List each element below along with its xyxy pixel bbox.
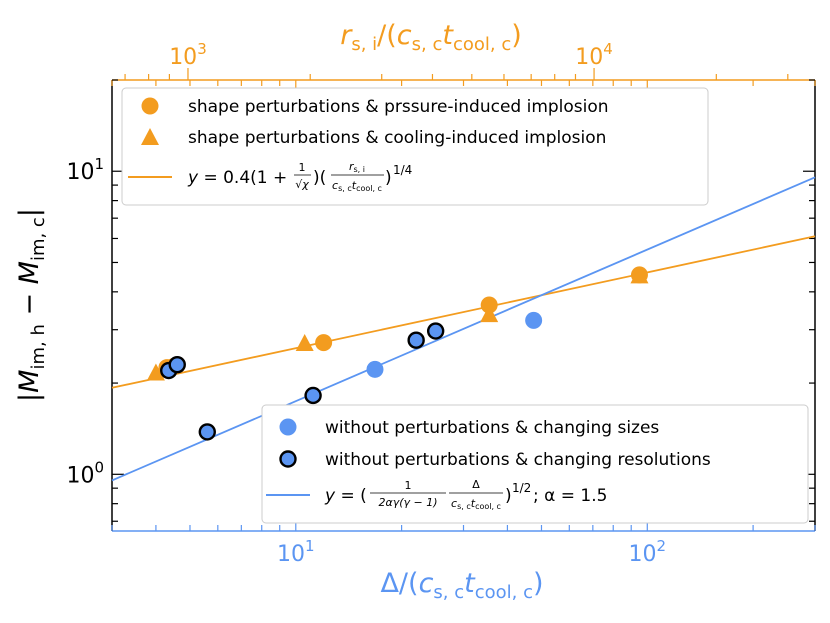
legend-blue-circle-marker: [279, 418, 297, 436]
bottom-tick-label: 101: [277, 537, 315, 567]
svg-text:2αγ(γ − 1): 2αγ(γ − 1): [378, 496, 437, 509]
bottom-tick-label: 102: [629, 537, 667, 567]
blue-circle-point: [525, 311, 543, 329]
blue-circle-point: [366, 360, 384, 378]
legend-item-changing-sizes: without perturbations & changing sizes: [325, 418, 659, 438]
svg-text:1: 1: [405, 479, 412, 492]
blue-black-edge-point: [168, 355, 186, 374]
svg-text:): ): [385, 168, 392, 188]
svg-text:rs, i: rs, i: [349, 160, 365, 174]
bottom-axis-label: Δ/(cs, ctcool, c): [380, 568, 543, 603]
orange-circle-point: [480, 296, 498, 314]
blue-black-edge-point: [304, 386, 322, 405]
left-tick-label: 101: [66, 155, 104, 185]
svg-text:cs, ctcool, c: cs, ctcool, c: [451, 497, 501, 511]
legend-top-left-box: [121, 87, 709, 206]
svg-text:): ): [505, 486, 512, 506]
blue-black-edge-point: [426, 322, 445, 340]
top-axis-label: rs, i/(cs, ctcool, c): [340, 20, 522, 55]
orange-triangle-point: [295, 334, 314, 352]
legend-bottom-right-box: [261, 404, 809, 524]
legend-item-orange-fit-equation: y = 0.4(1 + 1 √χ )( rs, i cs, ctcool, c …: [187, 160, 412, 193]
legend-item-cooling-implosion: shape perturbations & cooling-induced im…: [188, 128, 606, 148]
svg-text:1/4: 1/4: [393, 163, 412, 177]
svg-text:y = (: y = (: [324, 486, 367, 506]
orange-fit-line: [111, 235, 816, 389]
legend-blue-black-edge-marker: [279, 450, 297, 468]
svg-text:cs, ctcool, c: cs, ctcool, c: [332, 179, 382, 193]
svg-text:y = 0.4(1 +: y = 0.4(1 +: [187, 168, 287, 188]
legend-bottom-right: without perturbations & changing sizes w…: [261, 404, 809, 524]
svg-text:1/2: 1/2: [512, 481, 531, 495]
legend-item-blue-fit-equation: y = ( 1 2αγ(γ − 1) Δ cs, ctcool, c ) 1/2…: [324, 478, 607, 511]
legend-top-left: shape perturbations & prssure-induced im…: [121, 87, 709, 206]
orange-triangle-point: [630, 266, 649, 284]
svg-text:1: 1: [299, 161, 306, 174]
svg-text:; α = 1.5: ; α = 1.5: [533, 486, 607, 506]
blue-fit-line: [111, 176, 816, 482]
svg-text:)(: )(: [313, 168, 326, 188]
axis-ticks: 101 102 103 104 100 101: [66, 40, 816, 567]
orange-triangle-point: [146, 363, 165, 381]
svg-text:√χ: √χ: [295, 178, 309, 191]
legend-item-pressure-implosion: shape perturbations & prssure-induced im…: [188, 97, 609, 117]
blue-black-edge-point: [198, 423, 216, 441]
fit-lines: [111, 176, 816, 482]
legend-orange-triangle-marker: [141, 128, 159, 145]
y-axis-label: |Mim, h − Mim, c|: [14, 208, 49, 402]
left-tick-label: 100: [66, 458, 104, 488]
legend-orange-circle-marker: [141, 97, 159, 115]
top-tick-label: 103: [169, 40, 207, 70]
orange-triangle-point: [480, 305, 499, 323]
data-points: [146, 266, 649, 441]
svg-text:Δ: Δ: [472, 478, 480, 491]
orange-circle-point: [315, 334, 333, 352]
legend-item-changing-resolutions: without perturbations & changing resolut…: [325, 450, 711, 470]
top-tick-label: 104: [575, 40, 613, 70]
blue-black-edge-point: [407, 331, 425, 349]
